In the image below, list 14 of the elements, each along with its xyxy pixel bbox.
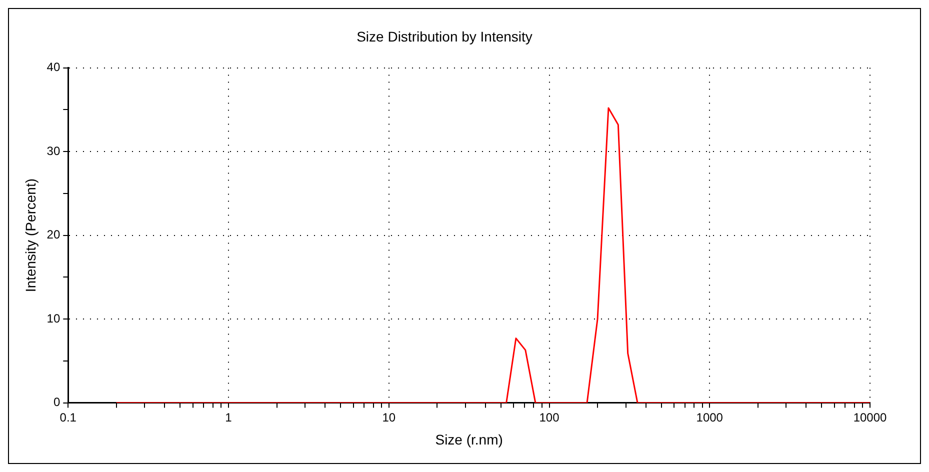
x-tick-label: 100 (539, 410, 560, 424)
y-axis-title: Intensity (Percent) (22, 178, 38, 292)
x-tick-label: 10 (382, 410, 396, 424)
y-tick-label: 30 (46, 144, 60, 158)
y-tick-label: 0 (53, 395, 60, 410)
y-tick-label: 40 (46, 60, 60, 74)
x-tick-label: 1000 (696, 410, 724, 424)
x-tick-label: 10000 (853, 410, 888, 424)
x-tick-label: 1 (225, 410, 232, 424)
y-tick-label: 10 (46, 311, 60, 326)
y-tick-label: 20 (46, 228, 60, 242)
x-tick-label: 0.1 (60, 410, 77, 424)
x-axis-title: Size (r.nm) (435, 431, 503, 448)
chart-title: Size Distribution by Intensity (356, 28, 532, 44)
